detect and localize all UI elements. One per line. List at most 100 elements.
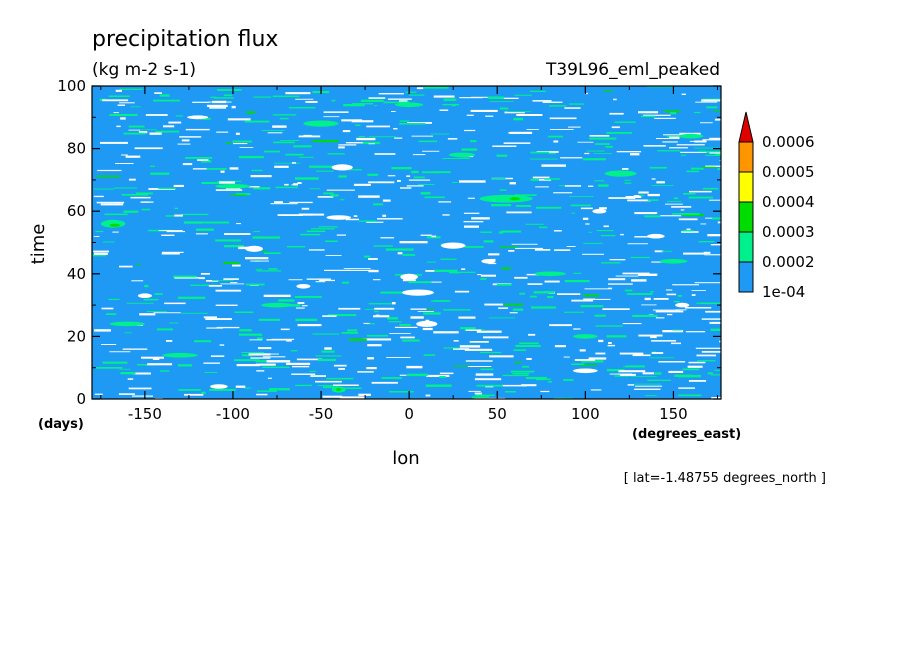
texture-streak bbox=[161, 252, 180, 255]
texture-streak bbox=[141, 208, 151, 211]
texture-streak bbox=[622, 323, 642, 325]
colorbar-label: 0.0004 bbox=[762, 193, 815, 211]
texture-streak bbox=[706, 150, 721, 154]
texture-streak bbox=[582, 158, 606, 161]
mid-precip-patch bbox=[261, 302, 293, 308]
texture-streak bbox=[689, 190, 712, 193]
texture-streak bbox=[196, 228, 214, 231]
texture-streak bbox=[203, 316, 217, 319]
texture-streak bbox=[338, 144, 357, 146]
colorbar-label: 0.0006 bbox=[762, 133, 815, 151]
texture-streak bbox=[423, 86, 449, 89]
texture-streak bbox=[650, 335, 657, 339]
texture-streak bbox=[362, 141, 381, 145]
texture-streak bbox=[464, 129, 476, 132]
texture-streak bbox=[315, 380, 342, 383]
texture-streak bbox=[595, 143, 610, 145]
texture-streak bbox=[658, 361, 686, 363]
texture-streak bbox=[389, 333, 411, 334]
texture-streak bbox=[250, 260, 269, 262]
texture-streak bbox=[471, 217, 490, 220]
texture-streak bbox=[663, 110, 681, 113]
texture-streak bbox=[627, 199, 651, 202]
texture-streak bbox=[717, 168, 721, 170]
texture-streak bbox=[627, 293, 653, 295]
texture-streak bbox=[93, 236, 100, 237]
texture-streak bbox=[584, 288, 612, 290]
texture-streak bbox=[213, 97, 234, 99]
texture-streak bbox=[696, 354, 716, 357]
texture-streak bbox=[608, 342, 612, 344]
texture-streak bbox=[686, 228, 691, 231]
latitude-footnote: [ lat=-1.48755 degrees_north ] bbox=[624, 471, 826, 486]
texture-streak bbox=[513, 349, 526, 351]
texture-streak bbox=[496, 283, 512, 286]
texture-streak bbox=[499, 107, 509, 110]
texture-streak bbox=[258, 318, 280, 321]
texture-streak bbox=[489, 355, 514, 358]
texture-streak bbox=[301, 207, 310, 210]
texture-streak bbox=[573, 272, 582, 274]
texture-streak bbox=[467, 197, 475, 199]
texture-streak bbox=[339, 396, 365, 399]
texture-streak bbox=[563, 379, 574, 381]
texture-streak bbox=[460, 327, 476, 330]
y-tick-label: 20 bbox=[67, 327, 86, 345]
texture-streak bbox=[501, 230, 521, 233]
texture-streak bbox=[516, 114, 543, 116]
texture-streak bbox=[112, 231, 119, 233]
y-axis-units: (days) bbox=[38, 417, 84, 432]
texture-streak bbox=[700, 122, 713, 124]
texture-streak bbox=[603, 225, 609, 228]
texture-streak bbox=[580, 364, 597, 367]
texture-streak bbox=[286, 246, 306, 248]
texture-streak bbox=[155, 130, 180, 133]
texture-streak bbox=[239, 333, 262, 336]
texture-streak bbox=[158, 230, 183, 232]
texture-streak bbox=[547, 296, 554, 299]
texture-streak bbox=[709, 199, 721, 201]
texture-streak bbox=[280, 328, 290, 331]
texture-streak bbox=[206, 327, 224, 329]
texture-streak bbox=[651, 185, 674, 186]
texture-streak bbox=[605, 145, 613, 148]
texture-streak bbox=[717, 221, 721, 224]
texture-streak bbox=[288, 107, 316, 109]
texture-streak bbox=[102, 99, 129, 102]
texture-streak bbox=[121, 194, 148, 196]
texture-streak bbox=[710, 244, 721, 246]
texture-streak bbox=[413, 176, 425, 179]
texture-streak bbox=[199, 117, 211, 120]
texture-streak bbox=[399, 120, 410, 122]
texture-streak bbox=[719, 340, 721, 343]
texture-streak bbox=[357, 371, 374, 373]
texture-streak bbox=[368, 97, 386, 99]
texture-streak bbox=[584, 92, 589, 95]
texture-streak bbox=[153, 312, 181, 314]
texture-streak bbox=[509, 312, 518, 314]
texture-streak bbox=[532, 100, 552, 102]
texture-streak bbox=[654, 372, 662, 375]
texture-streak bbox=[487, 96, 505, 99]
texture-streak bbox=[677, 295, 683, 297]
texture-streak bbox=[407, 122, 432, 124]
texture-streak bbox=[714, 118, 721, 121]
texture-streak bbox=[270, 203, 298, 205]
texture-streak bbox=[525, 376, 547, 380]
texture-streak bbox=[124, 332, 132, 334]
texture-streak bbox=[541, 164, 566, 167]
texture-streak bbox=[267, 377, 272, 379]
texture-streak bbox=[368, 303, 392, 305]
texture-streak bbox=[709, 137, 721, 140]
texture-streak bbox=[514, 194, 537, 196]
texture-streak bbox=[374, 153, 396, 155]
texture-streak bbox=[451, 103, 457, 107]
texture-streak bbox=[580, 305, 604, 308]
texture-streak bbox=[149, 132, 162, 135]
x-axis-label: lon bbox=[392, 448, 419, 469]
texture-streak bbox=[306, 278, 331, 280]
texture-streak bbox=[341, 332, 359, 334]
chart-title: precipitation flux bbox=[92, 27, 278, 52]
texture-streak bbox=[526, 358, 532, 360]
